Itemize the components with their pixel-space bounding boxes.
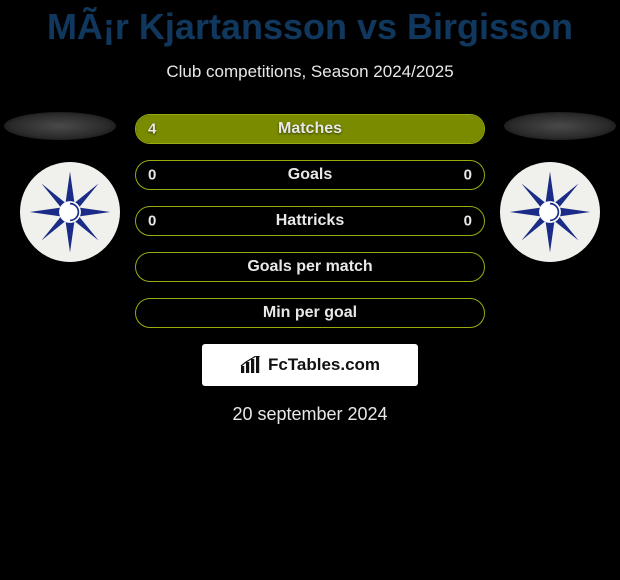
- stat-label: Min per goal: [263, 304, 357, 322]
- player-shadow-left: [4, 112, 116, 140]
- stat-value-right: 0: [464, 167, 472, 184]
- stat-label: Matches: [278, 120, 342, 138]
- page-subtitle: Club competitions, Season 2024/2025: [0, 62, 620, 82]
- stat-bars: 4 Matches 0 0 Goals 0 0 Hattricks Goals per matc…: [135, 114, 485, 328]
- stat-row: 4 Matches: [135, 114, 485, 144]
- club-badge-left: [20, 162, 120, 262]
- club-star-icon: [508, 170, 592, 254]
- stat-label: Hattricks: [276, 212, 344, 230]
- stat-label: Goals: [288, 166, 332, 184]
- comparison-card: MÃ¡r Kjartansson vs Birgisson Club compe…: [0, 0, 620, 580]
- stat-row: Goals per match: [135, 252, 485, 282]
- page-title: MÃ¡r Kjartansson vs Birgisson: [0, 0, 620, 48]
- stat-row: 0 0 Hattricks: [135, 206, 485, 236]
- club-star-icon: [28, 170, 112, 254]
- stat-value-left: 4: [148, 121, 156, 138]
- stat-label: Goals per match: [247, 258, 372, 276]
- club-badge-right: [500, 162, 600, 262]
- stat-value-left: 0: [148, 167, 156, 184]
- stat-value-right: 0: [464, 213, 472, 230]
- footer-brand-text: FcTables.com: [268, 355, 380, 375]
- bar-chart-icon: [240, 356, 262, 374]
- comparison-arena: 4 Matches 0 0 Goals 0 0 Hattricks Goals per matc…: [0, 114, 620, 328]
- footer-brand-box: FcTables.com: [202, 344, 418, 386]
- player-shadow-right: [504, 112, 616, 140]
- stat-value-left: 0: [148, 213, 156, 230]
- stat-row: 0 0 Goals: [135, 160, 485, 190]
- stat-row: Min per goal: [135, 298, 485, 328]
- date-text: 20 september 2024: [0, 404, 620, 425]
